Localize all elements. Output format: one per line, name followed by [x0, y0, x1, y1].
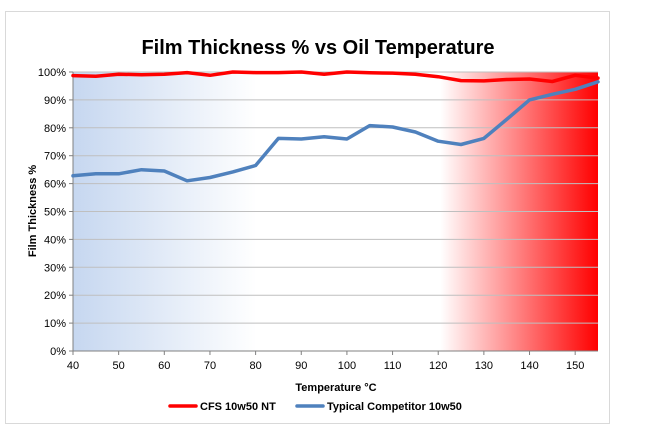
y-tick-label: 10% — [44, 318, 66, 330]
series-line-1 — [71, 70, 600, 84]
series-lines — [71, 70, 600, 183]
x-tick-label: 140 — [520, 360, 538, 372]
x-tick-label: 80 — [249, 360, 261, 372]
x-tick-label: 60 — [158, 360, 170, 372]
y-tick-label: 70% — [44, 151, 66, 163]
gridlines — [72, 71, 598, 352]
y-axis-title: Film Thickness % — [27, 165, 39, 258]
legend: CFS 10w50 NT Typical Competitor 10w50 — [168, 401, 462, 413]
y-tick-label: 0% — [50, 346, 66, 358]
y-tick-label: 80% — [44, 123, 66, 135]
x-tick-label: 90 — [295, 360, 307, 372]
legend-label: CFS 10w50 NT — [200, 401, 276, 413]
chart-title: Film Thickness % vs Oil Temperature — [141, 37, 494, 59]
y-tick-label: 60% — [44, 179, 66, 191]
y-tick-label: 20% — [44, 290, 66, 302]
y-tick-label: 90% — [44, 95, 66, 107]
x-tick-label: 120 — [429, 360, 447, 372]
x-axis-title: Temperature °C — [295, 382, 376, 394]
legend-label: Typical Competitor 10w50 — [327, 401, 462, 413]
x-tick-label: 110 — [384, 360, 402, 372]
y-tick-label: 50% — [44, 207, 66, 219]
x-tick-label: 70 — [204, 360, 216, 372]
x-tick-label: 100 — [338, 360, 356, 372]
x-axis-ticks: 40 50 60 70 80 90 100 110 120 130 140 150 — [67, 351, 584, 372]
y-tick-label: 100% — [38, 67, 66, 79]
x-tick-label: 40 — [67, 360, 79, 372]
x-tick-label: 130 — [475, 360, 493, 372]
x-tick-label: 150 — [566, 360, 584, 372]
y-tick-label: 40% — [44, 234, 66, 246]
y-axis-ticks: 0% 10% 20% 30% 40% 50% 60% 70% 80% 90% 100% — [38, 67, 73, 358]
x-tick-label: 50 — [113, 360, 125, 372]
y-tick-label: 30% — [44, 262, 66, 274]
series-line-2 — [71, 80, 600, 183]
